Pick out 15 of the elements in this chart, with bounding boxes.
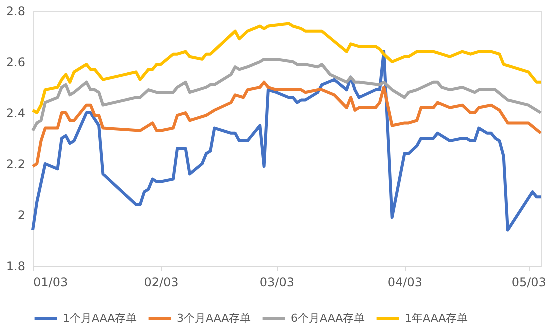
x-tick-label: 01/03 [34, 276, 68, 290]
legend-label: 1个月AAA存单 [63, 312, 138, 325]
legend-label: 3个月AAA存单 [177, 312, 252, 325]
y-tick-label: 2.2 [6, 158, 26, 172]
y-tick-label: 2.6 [6, 56, 26, 70]
x-tick-label: 05/03 [512, 276, 546, 290]
legend-label: 1年AAA存单 [405, 312, 468, 325]
x-tick-label: 02/03 [144, 276, 179, 290]
y-tick-label: 1.8 [6, 260, 26, 274]
x-tick-label: 03/03 [260, 276, 294, 290]
y-tick-label: 2 [18, 208, 26, 222]
x-tick-label: 04/03 [388, 276, 423, 290]
y-tick-label: 2.8 [6, 4, 26, 18]
legend-label: 6个月AAA存单 [291, 312, 366, 325]
y-tick-label: 2.4 [6, 106, 26, 120]
